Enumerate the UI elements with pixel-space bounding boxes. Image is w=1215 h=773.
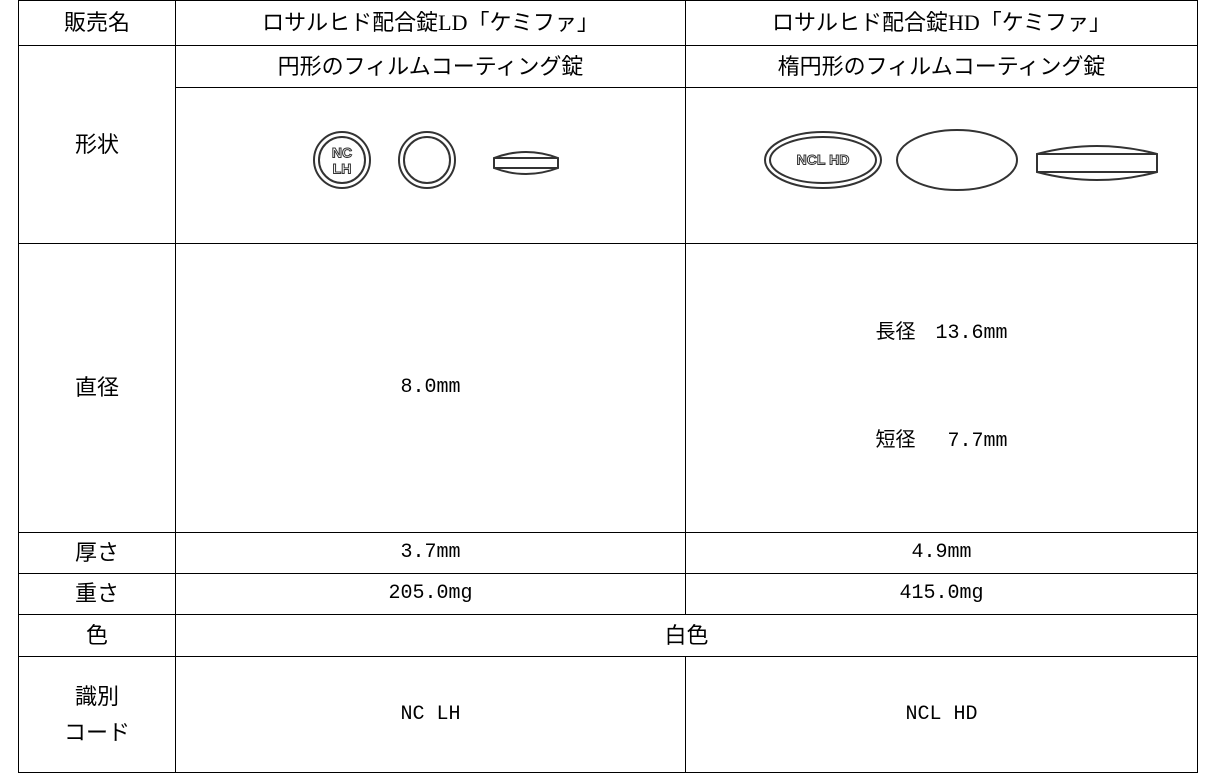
tablet-side	[1035, 145, 1158, 181]
cell: 8.0mm	[175, 243, 686, 533]
header-cell: ロサルヒド配合錠LD「ケミファ」	[175, 0, 686, 46]
tablet-front	[763, 131, 882, 189]
tablet-front-inner	[317, 136, 366, 184]
hd-tablet-drawing: NCL HD	[763, 129, 1158, 191]
cell: 長径 13.6mm 短径 7.7mm	[685, 243, 1198, 533]
cell: NC LH	[175, 656, 686, 773]
cell: 205.0mg	[175, 573, 686, 615]
ld-tablet-drawing: NC LH	[312, 131, 559, 189]
tablet-back-inner	[402, 136, 451, 184]
image-cell: NC LH	[175, 87, 686, 244]
tablet-front	[312, 131, 371, 189]
tablet-side	[492, 151, 559, 175]
tablet-front-inner	[768, 136, 877, 184]
tablet-back	[397, 131, 456, 189]
row-label: 形状	[18, 45, 176, 244]
imprint: NCL HD	[796, 152, 849, 168]
row-label: 色	[18, 614, 176, 657]
row-label: 重さ	[18, 573, 176, 615]
label-line: 識別	[74, 683, 119, 709]
imprint: LH	[332, 161, 351, 177]
tablet-back	[895, 129, 1018, 191]
cell-line: 短径 7.7mm	[875, 430, 1008, 453]
header-cell: ロサルヒド配合錠HD「ケミファ」	[685, 0, 1198, 46]
spec-table: 販売名 ロサルヒド配合錠LD「ケミファ」 ロサルヒド配合錠HD「ケミファ」 形状…	[18, 0, 1198, 773]
label-line: コード	[63, 719, 130, 745]
cell: 4.9mm	[685, 532, 1198, 574]
cell-line: 長径 13.6mm	[875, 322, 1008, 345]
row-label: 識別 コード	[18, 656, 176, 773]
row-label: 直径	[18, 243, 176, 533]
cell: 3.7mm	[175, 532, 686, 574]
header-cell: 販売名	[18, 0, 176, 46]
imprint: NC	[331, 145, 351, 161]
cell: 円形のフィルムコーティング錠	[175, 45, 686, 88]
cell: 415.0mg	[685, 573, 1198, 615]
image-cell: NCL HD	[685, 87, 1198, 244]
cell: NCL HD	[685, 656, 1198, 773]
row-label: 厚さ	[18, 532, 176, 574]
cell: 楕円形のフィルムコーティング錠	[685, 45, 1198, 88]
cell: 白色	[175, 614, 1198, 657]
page: 販売名 ロサルヒド配合錠LD「ケミファ」 ロサルヒド配合錠HD「ケミファ」 形状…	[18, 0, 1198, 773]
